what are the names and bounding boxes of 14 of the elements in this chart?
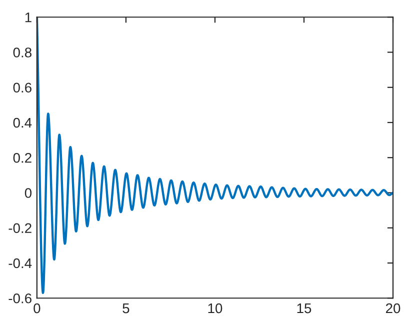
y-tick-label: 0.2: [13, 152, 32, 163]
x-tick-label: 20: [386, 303, 400, 314]
x-tick-label: 0: [34, 303, 40, 314]
x-tick-label: 15: [297, 304, 312, 314]
y-tick-label: 1: [25, 12, 32, 22]
y-tick-label: -0.6: [8, 293, 32, 304]
y-tick-label: -0.4: [8, 258, 32, 268]
y-tick-label: 0: [24, 188, 32, 198]
x-tick-label: 10: [208, 303, 222, 314]
y-tick-label: 0.6: [13, 82, 32, 93]
x-tick-label: 5: [122, 304, 130, 314]
y-tick-label: 0.8: [13, 48, 32, 58]
y-tick-label: -0.2: [8, 223, 32, 234]
y-tick-label: 0.4: [13, 118, 32, 128]
